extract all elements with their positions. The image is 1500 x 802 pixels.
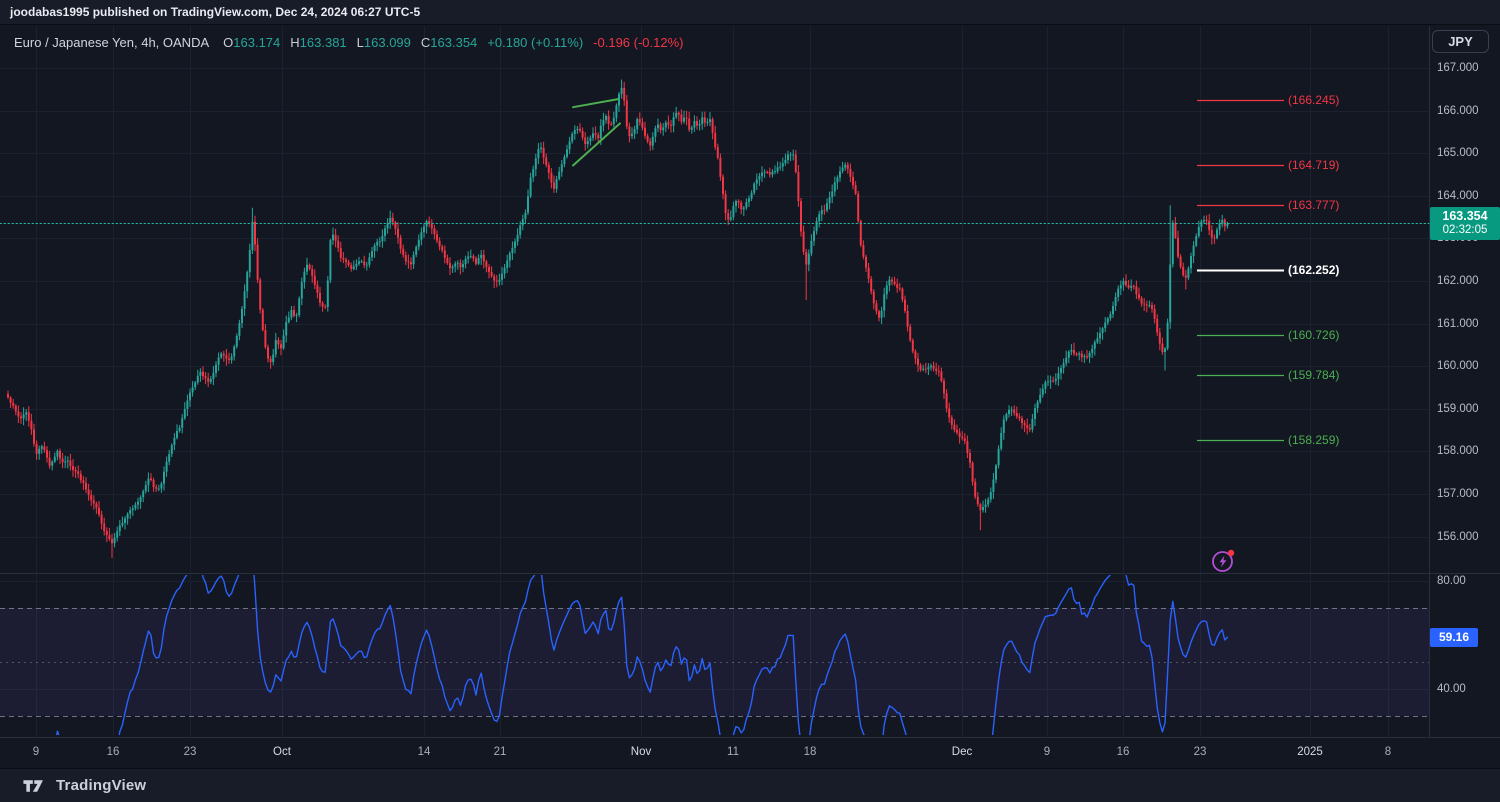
time-tick-label: 2025 [1297, 746, 1323, 758]
time-tick-label: Oct [273, 746, 291, 758]
high-value: 163.381 [299, 35, 347, 50]
price-tick-label: 160.000 [1437, 360, 1479, 373]
price-level-label: (158.259) [1288, 433, 1340, 448]
low-label: L [356, 35, 364, 50]
price-chart-canvas[interactable] [0, 26, 1500, 768]
price-tick-label: 162.000 [1437, 275, 1479, 287]
open-label: O [223, 35, 234, 50]
tradingview-logo-icon[interactable] [22, 778, 48, 794]
high-label: H [290, 35, 300, 50]
time-tick-label: Nov [630, 746, 652, 758]
rsi-tick-label: 80.00 [1437, 575, 1466, 587]
time-tick-label: 18 [803, 746, 817, 758]
open-value: 163.174 [233, 35, 281, 50]
rsi-value-badge: 59.16 [1430, 628, 1478, 647]
time-tick-label: 9 [1043, 746, 1051, 758]
close-label: C [420, 35, 431, 50]
price-tick-label: 165.000 [1437, 147, 1479, 160]
rsi-tick-label: 40.00 [1437, 683, 1466, 695]
price-tick-label: 164.000 [1437, 189, 1479, 202]
price-tick-label: 157.000 [1437, 488, 1479, 500]
time-tick-label: Dec [951, 746, 973, 758]
tradingview-logo-text[interactable]: TradingView [56, 777, 147, 794]
price-level-label: (166.245) [1288, 93, 1340, 108]
time-tick-label: 16 [1116, 746, 1130, 758]
change-positive: +0.180 (+0.11%) [487, 35, 584, 50]
price-tick-label: 161.000 [1437, 317, 1479, 330]
time-tick-label: 14 [417, 746, 431, 758]
price-level-label: (163.777) [1288, 198, 1340, 213]
current-price-badge: 163.354 02:32:05 [1430, 207, 1500, 240]
lightning-icon [1212, 549, 1235, 572]
current-price-value: 163.354 [1442, 209, 1488, 223]
price-tick-label: 166.000 [1437, 104, 1479, 117]
time-tick-label: 11 [727, 746, 739, 758]
time-tick-label: 23 [183, 746, 197, 758]
price-tick-label: 159.000 [1437, 402, 1479, 415]
notification-dot [1227, 549, 1235, 557]
footer-bar: TradingView [0, 768, 1500, 802]
publish-info-bar: joodabas1995 published on TradingView.co… [0, 0, 1500, 25]
price-level-label: (160.726) [1288, 328, 1340, 343]
price-tick-label: 167.000 [1437, 62, 1479, 74]
bar-countdown: 02:32:05 [1442, 224, 1488, 236]
close-value: 163.354 [430, 35, 478, 50]
chart-area: Euro / Japanese Yen, 4h, OANDA O163.174 H1… [0, 26, 1500, 768]
flash-idea-button[interactable] [1210, 548, 1236, 574]
price-level-label: (159.784) [1288, 368, 1340, 383]
time-tick-label: 21 [493, 746, 507, 758]
price-level-label: (162.252) [1288, 263, 1340, 278]
price-tick-label: 156.000 [1437, 530, 1479, 543]
time-tick-label: 9 [32, 746, 40, 758]
time-tick-label: 16 [106, 746, 120, 758]
publish-info-text: joodabas1995 published on TradingView.co… [10, 5, 421, 19]
price-tick-label: 158.000 [1437, 445, 1479, 458]
symbol-title[interactable]: Euro / Japanese Yen, 4h, OANDA [14, 35, 210, 50]
time-tick-label: 23 [1193, 746, 1207, 758]
time-tick-label: 8 [1384, 746, 1392, 758]
low-value: 163.099 [363, 35, 411, 50]
change-negative: -0.196 (-0.12%) [593, 35, 684, 50]
currency-button[interactable]: JPY [1432, 30, 1489, 53]
symbol-legend: Euro / Japanese Yen, 4h, OANDA O163.174 H1… [14, 35, 684, 50]
price-level-label: (164.719) [1288, 158, 1340, 173]
